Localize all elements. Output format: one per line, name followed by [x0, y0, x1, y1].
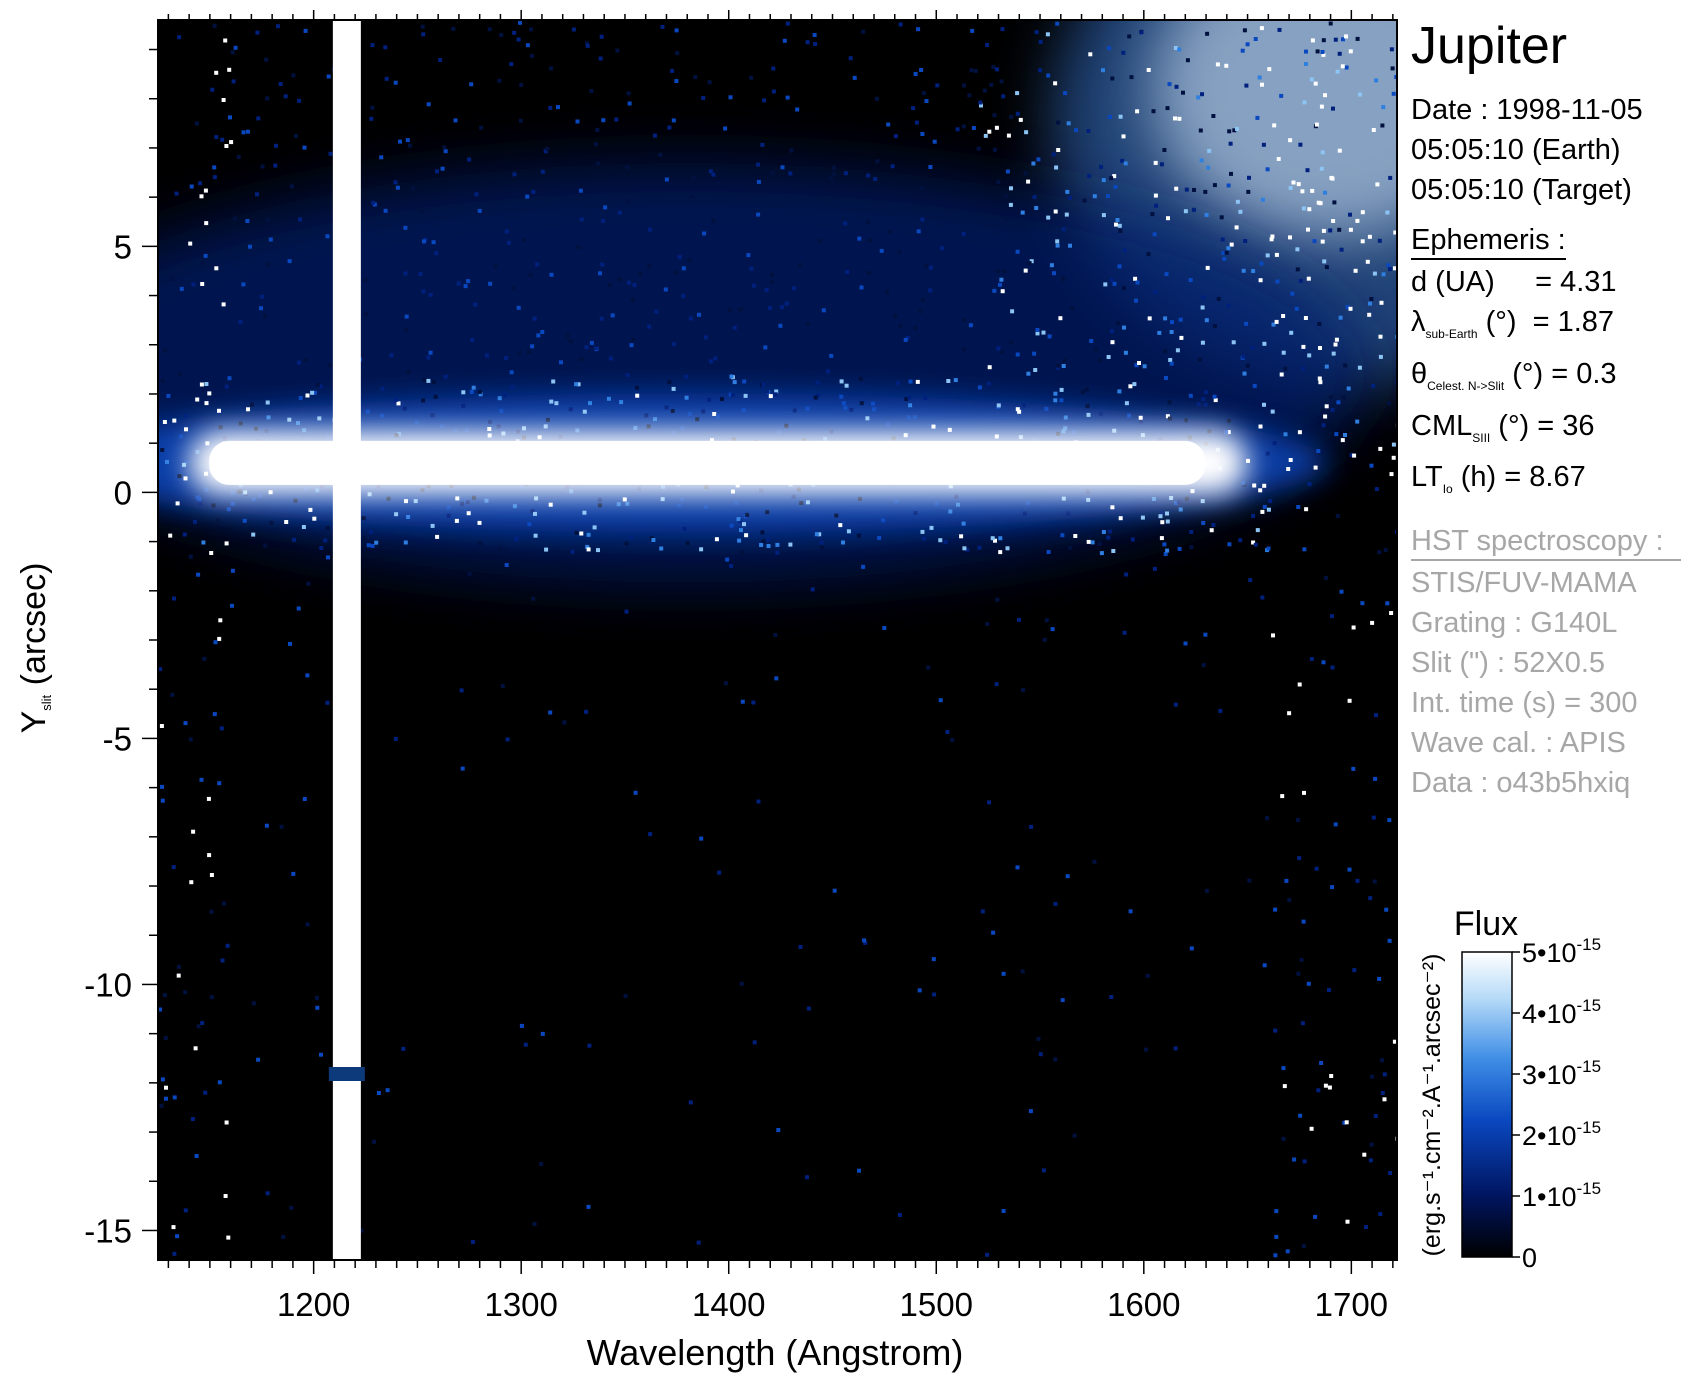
y-tick-label: -10 [84, 966, 132, 1003]
eph-subscript: SIII [1472, 430, 1491, 445]
instrument-integration-time: Int. time (s) = 300 [1411, 687, 1638, 720]
instrument-header: HST spectroscopy : [1411, 523, 1681, 562]
colorbar-title: Flux [1454, 905, 1518, 943]
target-title: Jupiter [1411, 17, 1568, 75]
x-axis-ticks: 1200 1300 1400 1500 1600 1700 [167, 10, 1394, 1323]
eph-value: (°) = 1.87 [1477, 306, 1615, 338]
instrument-wave-cal: Wave cal. : APIS [1411, 727, 1626, 760]
lyman-alpha-line-lower [332, 1081, 361, 1260]
y-axis-label-rest: (arcsec) [15, 563, 53, 695]
instrument-block: HST spectroscopy : STIS/FUV-MAMA Grating… [1411, 523, 1691, 803]
lyman-alpha-line-upper [332, 20, 361, 1068]
eph-subscript: Io [1442, 482, 1453, 497]
y-axis-label-main: Y [15, 711, 53, 734]
x-axis-label: Wavelength (Angstrom) [587, 1332, 964, 1373]
colorbar-tick-label: 2•10-15 [1522, 1118, 1601, 1151]
eph-symbol: d (UA) [1411, 266, 1495, 298]
colorbar-gradient [1461, 951, 1513, 1258]
y-axis-ticks: 5 0 -5 -10 -15 [84, 48, 158, 1249]
y-axis-label: Yslit (arcsec) [15, 563, 54, 734]
ephemeris-row-sub-earth-latitude: λsub-Earth (°) = 1.87 [1411, 302, 1691, 354]
ephemeris-header: Ephemeris : [1411, 222, 1566, 260]
y-axis-label-sub: slit [39, 694, 54, 710]
x-tick-label: 1200 [277, 1286, 350, 1323]
eph-symbol: LT [1411, 461, 1443, 494]
colorbar-ticks: 0 1•10-15 2•10-15 3•10-15 4•10-15 5•10-15 [1512, 935, 1601, 1273]
eph-symbol: θ [1411, 357, 1428, 390]
earth-time: 05:05:10 (Earth) [1411, 134, 1621, 166]
y-axis: 5 0 -5 -10 -15 Yslit (arcsec) [15, 48, 158, 1249]
x-tick-label: 1700 [1315, 1286, 1388, 1323]
observation-info-panel: Jupiter Date : 1998-11-05 05:05:10 (Eart… [1411, 16, 1691, 803]
colorbar-tick-label: 4•10-15 [1522, 996, 1601, 1029]
x-axis: 1200 1300 1400 1500 1600 1700 Wavelength (Ang… [167, 10, 1394, 1373]
eph-value: (°) = 36 [1490, 409, 1595, 442]
eph-value: (h) = 8.67 [1452, 461, 1586, 494]
ephemeris-row-slit-angle: θCelest. N->Slit (°) = 0.3 [1411, 354, 1691, 406]
ephemeris-row-io-local-time: LTIo (h) = 8.67 [1411, 457, 1691, 509]
x-tick-label: 1300 [484, 1286, 557, 1323]
colorbar-units: (erg.s⁻¹.cm⁻².A⁻¹.arcsec⁻²) [1418, 954, 1446, 1257]
ephemeris-row-distance: d (UA) = 4.31 [1411, 262, 1691, 302]
x-tick-label: 1500 [900, 1286, 973, 1323]
instrument-grating: Grating : G140L [1411, 607, 1618, 640]
planet-emission-core [209, 440, 1206, 485]
colorbar-tick-label: 0 [1522, 1243, 1537, 1273]
ephemeris-row-cml: CMLSIII (°) = 36 [1411, 406, 1691, 458]
colorbar-tick-label: 3•10-15 [1522, 1057, 1601, 1090]
x-tick-label: 1600 [1107, 1286, 1180, 1323]
colorbar-tick-label: 1•10-15 [1522, 1179, 1601, 1212]
eph-subscript: sub-Earth [1425, 326, 1478, 341]
instrument-dataset: Data : o43b5hxiq [1411, 767, 1631, 800]
x-tick-label: 1400 [692, 1286, 765, 1323]
instrument-detector: STIS/FUV-MAMA [1411, 567, 1637, 600]
observation-date: Date : 1998-11-05 [1411, 94, 1643, 126]
instrument-slit: Slit (") : 52X0.5 [1411, 647, 1606, 680]
plot-content [158, 20, 1397, 1260]
spectral-image [157, 19, 1398, 1261]
y-tick-label: 0 [114, 474, 132, 511]
eph-value: = 4.31 [1494, 266, 1617, 298]
eph-symbol: CML [1411, 409, 1473, 442]
lyman-alpha-gap [328, 1067, 365, 1082]
eph-symbol: λ [1411, 306, 1426, 338]
scattered-light-glow [1150, 20, 1397, 239]
y-tick-label: 5 [114, 228, 132, 265]
eph-value: (°) = 0.3 [1504, 357, 1617, 390]
eph-subscript: Celest. N->Slit [1427, 378, 1505, 393]
target-time: 05:05:10 (Target) [1411, 174, 1632, 206]
colorbar-tick-label: 5•10-15 [1522, 935, 1601, 968]
colorbar: Flux 0 1•10-15 2•10-15 3•10-15 4•10-15 5•10-1… [1418, 905, 1601, 1273]
y-tick-label: -15 [84, 1212, 132, 1249]
y-tick-label: -5 [103, 720, 132, 757]
